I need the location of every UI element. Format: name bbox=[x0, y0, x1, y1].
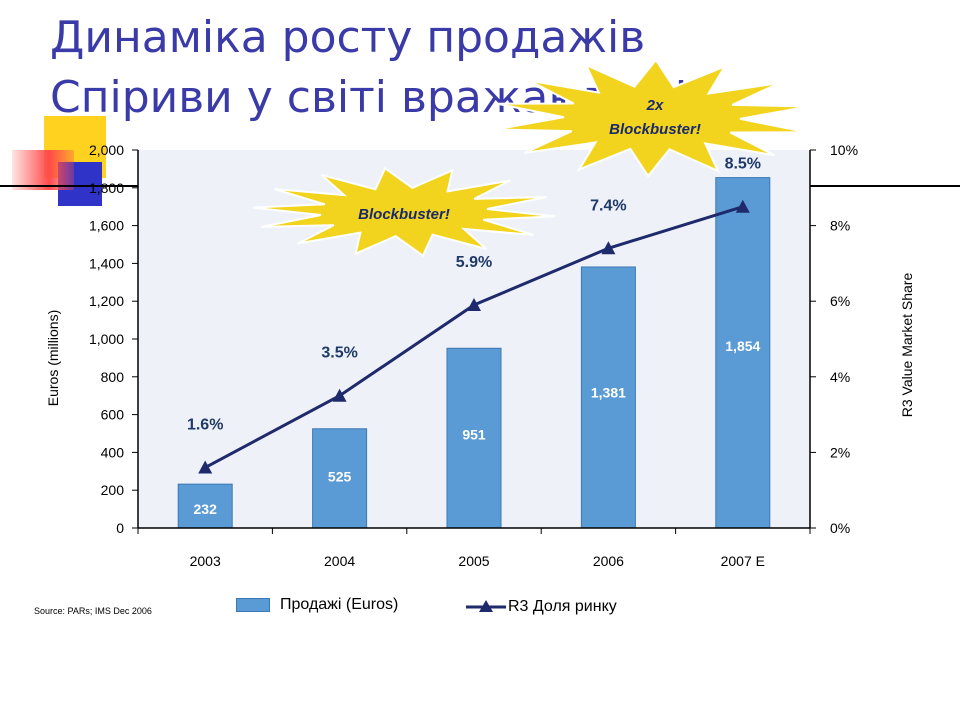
title-line-1: Динаміка росту продажів bbox=[50, 12, 646, 63]
y2-tick-label: 10% bbox=[830, 142, 858, 158]
double-blockbuster-burst: 2x Blockbuster! bbox=[495, 58, 809, 178]
y-tick-label: 1,000 bbox=[89, 331, 124, 347]
legend-bar-label: Продажі (Euros) bbox=[280, 596, 399, 613]
y-tick-label: 0 bbox=[116, 520, 124, 536]
x-tick-label: 2006 bbox=[593, 553, 624, 569]
y-tick-label: 2,000 bbox=[89, 142, 124, 158]
bar-value-label: 951 bbox=[462, 427, 486, 443]
legend-bar-swatch bbox=[236, 597, 270, 612]
y2-axis-label: R3 Value Market Share bbox=[899, 273, 915, 418]
bar-value-label: 232 bbox=[194, 501, 218, 517]
share-marker bbox=[601, 241, 616, 255]
share-value-label: 3.5% bbox=[321, 345, 357, 362]
blockbuster-burst: Blockbuster! bbox=[252, 166, 556, 258]
burst-2-text-line-2: Blockbuster! bbox=[609, 121, 701, 138]
bar-2007-E bbox=[715, 177, 771, 529]
y2-tick-label: 6% bbox=[830, 293, 850, 309]
share-value-label: 7.4% bbox=[590, 197, 626, 214]
source-note: Source: PARs; IMS Dec 2006 bbox=[34, 606, 152, 616]
share-marker bbox=[332, 388, 347, 402]
y2-tick-label: 0% bbox=[830, 520, 850, 536]
y-tick-label: 600 bbox=[101, 407, 125, 423]
share-value-label: 5.9% bbox=[456, 254, 492, 271]
share-value-label: 8.5% bbox=[725, 156, 761, 173]
legend-line-label: R3 Доля ринку bbox=[508, 598, 617, 615]
x-tick-label: 2007 E bbox=[721, 553, 765, 569]
x-tick-label: 2004 bbox=[324, 553, 355, 569]
y2-tick-label: 2% bbox=[830, 444, 850, 460]
bar-value-label: 525 bbox=[328, 468, 352, 484]
bar-value-label: 1,854 bbox=[725, 338, 760, 354]
burst-1-text: Blockbuster! bbox=[358, 206, 450, 223]
y-axis-label: Euros (millions) bbox=[45, 310, 61, 406]
x-tick-label: 2005 bbox=[458, 553, 489, 569]
deco-red-square bbox=[12, 150, 74, 190]
y-tick-label: 1,600 bbox=[89, 218, 124, 234]
burst-star-1 bbox=[252, 166, 556, 258]
bar-2006 bbox=[580, 266, 636, 529]
y-tick-label: 1,800 bbox=[89, 180, 124, 196]
share-marker bbox=[735, 199, 750, 213]
legend-bar: Продажі (Euros) bbox=[236, 596, 398, 614]
burst-star-2 bbox=[495, 58, 809, 178]
share-marker bbox=[467, 297, 481, 311]
bar-value-label: 1,381 bbox=[591, 384, 626, 400]
x-tick-label: 2003 bbox=[190, 553, 221, 569]
share-marker bbox=[198, 460, 213, 474]
y-tick-label: 800 bbox=[101, 369, 125, 385]
y-tick-label: 400 bbox=[101, 444, 125, 460]
bar-2003 bbox=[177, 483, 233, 529]
y2-tick-label: 4% bbox=[830, 369, 850, 385]
legend-line-swatch bbox=[466, 599, 506, 612]
legend-line: R3 Доля ринку bbox=[466, 598, 617, 616]
burst-2-text-line-1: 2x bbox=[646, 97, 664, 114]
bar-2005 bbox=[446, 347, 502, 529]
bar-2004 bbox=[312, 428, 368, 529]
y-tick-label: 1,400 bbox=[89, 255, 124, 271]
y-tick-label: 1,200 bbox=[89, 293, 124, 309]
y2-tick-label: 8% bbox=[830, 218, 850, 234]
y-tick-label: 200 bbox=[101, 482, 125, 498]
share-value-label: 1.6% bbox=[187, 417, 223, 434]
